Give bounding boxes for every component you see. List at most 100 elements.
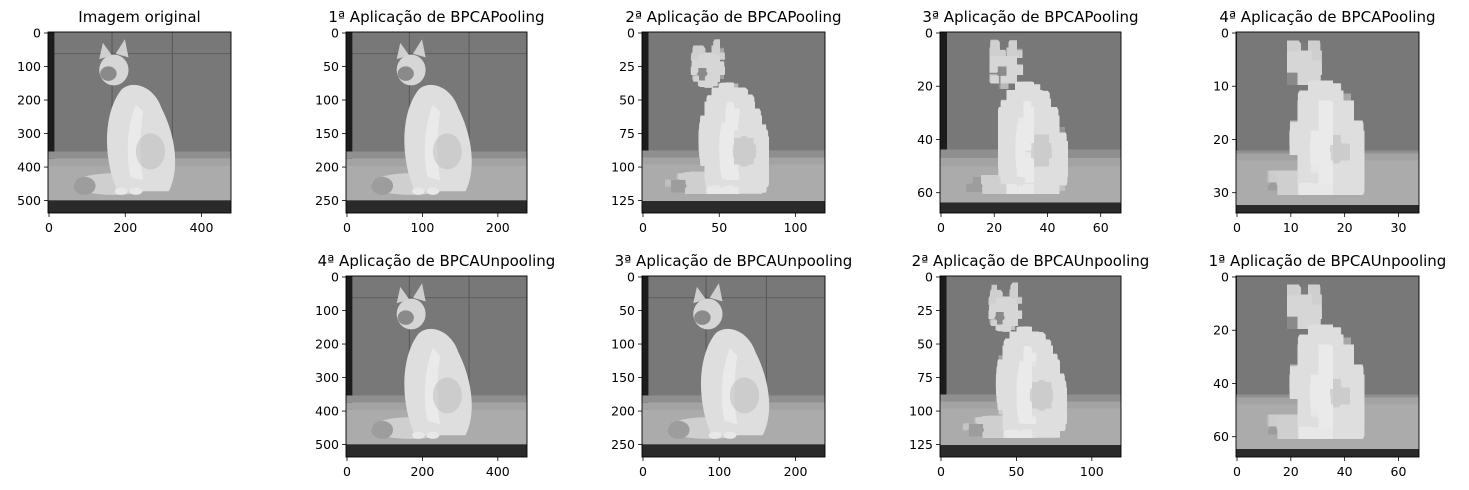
x-tick-label: 20 <box>986 220 1002 235</box>
x-tick-label: 50 <box>1008 464 1024 479</box>
y-tick-label: 125 <box>909 437 933 452</box>
x-tick-label: 10 <box>1283 220 1299 235</box>
y-tick-label: 100 <box>909 404 933 419</box>
x-tick-label: 60 <box>1093 220 1109 235</box>
panel-title: 2ª Aplicação de BPCAUnpooling <box>912 252 1150 270</box>
y-tick-label: 100 <box>611 160 635 175</box>
x-tick-label: 20 <box>1337 220 1353 235</box>
x-tick-label: 0 <box>343 464 351 479</box>
y-tick-label: 250 <box>315 193 339 208</box>
x-tick-label: 100 <box>1080 464 1104 479</box>
x-tick-label: 40 <box>1040 220 1056 235</box>
axes-frame <box>641 31 826 214</box>
axes-frame <box>1235 275 1420 458</box>
cat-image <box>940 276 1121 457</box>
cat-image <box>1236 276 1419 457</box>
x-tick-label: 100 <box>784 220 808 235</box>
y-tick-label: 75 <box>619 126 635 141</box>
axes-frame <box>939 275 1122 458</box>
y-tick-label: 200 <box>611 404 635 419</box>
panel-title: 3ª Aplicação de BPCAPooling <box>922 8 1138 26</box>
panel-title: 1ª Aplicação de BPCAUnpooling <box>1209 252 1447 270</box>
y-tick-label: 10 <box>1213 79 1229 94</box>
y-tick-label: 0 <box>925 26 933 41</box>
axes-frame <box>641 275 826 458</box>
axes-frame <box>47 31 232 214</box>
y-tick-label: 60 <box>1213 429 1229 444</box>
y-tick-label: 50 <box>917 337 933 352</box>
y-tick-label: 200 <box>315 337 339 352</box>
y-tick-label: 500 <box>17 193 41 208</box>
x-tick-label: 20 <box>1283 464 1299 479</box>
panel-title: 4ª Aplicação de BPCAPooling <box>1219 8 1435 26</box>
y-tick-label: 40 <box>917 132 933 147</box>
panel-title: 2ª Aplicação de BPCAPooling <box>625 8 841 26</box>
y-tick-label: 40 <box>1213 376 1229 391</box>
y-tick-label: 100 <box>315 303 339 318</box>
x-tick-label: 0 <box>937 220 945 235</box>
y-tick-label: 125 <box>611 193 635 208</box>
y-tick-label: 20 <box>1213 132 1229 147</box>
x-tick-label: 200 <box>113 220 137 235</box>
x-tick-label: 400 <box>190 220 214 235</box>
x-tick-label: 40 <box>1337 464 1353 479</box>
panel-title: 1ª Aplicação de BPCAPooling <box>328 8 544 26</box>
y-tick-label: 300 <box>315 370 339 385</box>
x-tick-label: 400 <box>486 464 510 479</box>
y-tick-label: 400 <box>17 160 41 175</box>
x-tick-label: 0 <box>1233 464 1241 479</box>
panel-original: Imagem original 0 200 400 0 100 200 300 400 500 <box>17 8 232 235</box>
y-tick-label: 0 <box>627 270 635 285</box>
x-tick-label: 0 <box>343 220 351 235</box>
y-tick-label: 25 <box>917 303 933 318</box>
y-tick-label: 150 <box>611 370 635 385</box>
x-tick-label: 0 <box>937 464 945 479</box>
axes-frame <box>1235 31 1420 214</box>
y-tick-label: 300 <box>17 126 41 141</box>
y-tick-label: 60 <box>917 185 933 200</box>
x-tick-label: 0 <box>639 464 647 479</box>
x-tick-label: 30 <box>1391 220 1407 235</box>
y-tick-label: 250 <box>611 437 635 452</box>
x-tick-label: 60 <box>1391 464 1407 479</box>
y-tick-label: 100 <box>17 59 41 74</box>
axes-frame <box>345 275 528 458</box>
y-tick-label: 25 <box>619 59 635 74</box>
y-tick-label: 30 <box>1213 185 1229 200</box>
y-tick-label: 500 <box>315 437 339 452</box>
y-tick-label: 400 <box>315 404 339 419</box>
cat-image <box>642 276 825 457</box>
y-tick-label: 100 <box>611 337 635 352</box>
y-tick-label: 50 <box>323 59 339 74</box>
y-tick-label: 0 <box>1221 270 1229 285</box>
cat-image <box>940 32 1121 213</box>
y-tick-label: 150 <box>315 126 339 141</box>
x-tick-label: 200 <box>784 464 808 479</box>
panel-title: Imagem original <box>78 8 200 26</box>
cat-image <box>1236 32 1419 213</box>
axes-frame <box>939 31 1122 214</box>
y-tick-label: 0 <box>627 26 635 41</box>
y-tick-label: 0 <box>33 26 41 41</box>
x-tick-label: 0 <box>45 220 53 235</box>
y-tick-label: 50 <box>619 303 635 318</box>
y-tick-label: 200 <box>17 93 41 108</box>
y-tick-label: 100 <box>315 93 339 108</box>
x-tick-label: 100 <box>410 220 434 235</box>
y-tick-label: 20 <box>1213 323 1229 338</box>
y-tick-label: 75 <box>917 370 933 385</box>
y-tick-label: 0 <box>331 270 339 285</box>
x-tick-label: 0 <box>639 220 647 235</box>
y-tick-label: 0 <box>925 270 933 285</box>
y-tick-label: 0 <box>331 26 339 41</box>
x-tick-label: 200 <box>486 220 510 235</box>
